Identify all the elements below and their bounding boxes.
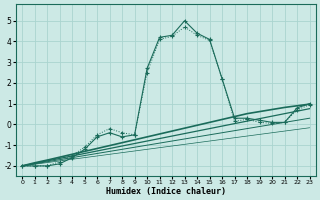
X-axis label: Humidex (Indice chaleur): Humidex (Indice chaleur): [106, 187, 226, 196]
